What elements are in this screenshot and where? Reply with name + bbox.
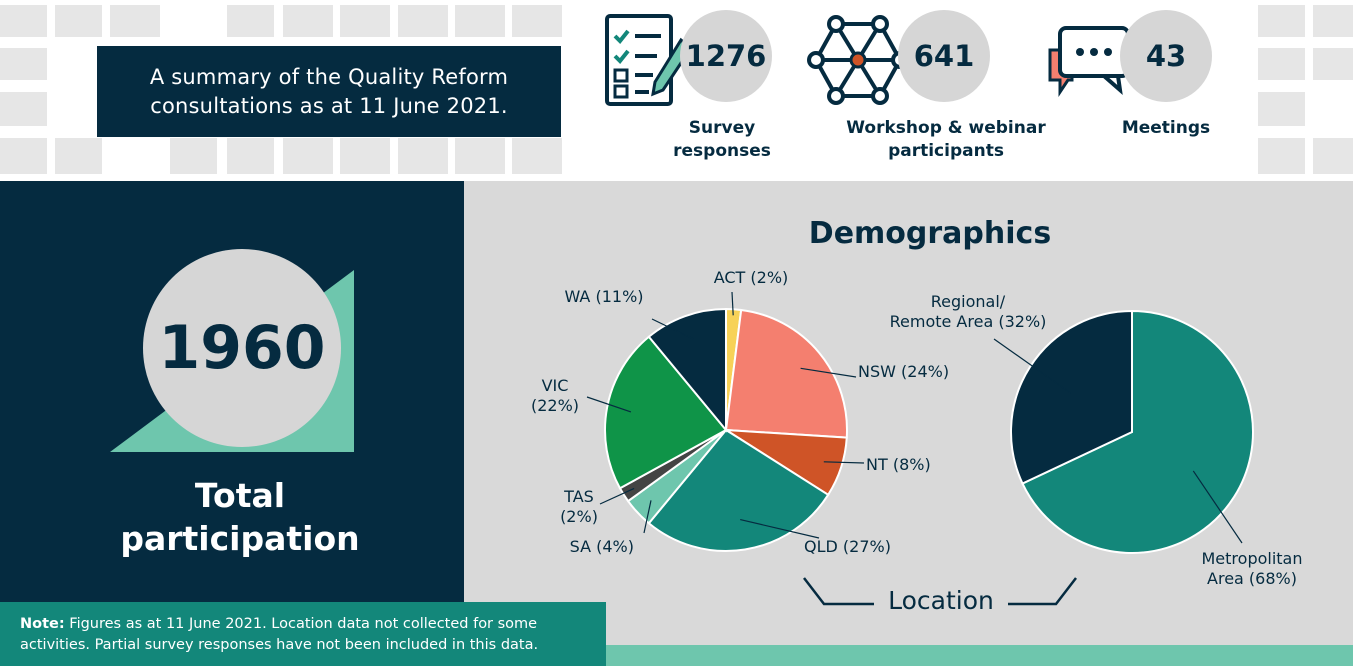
network-icon [807, 15, 909, 105]
decor-tile [283, 138, 333, 174]
decor-tile [455, 138, 505, 174]
decor-tile [283, 5, 333, 37]
decor-tile [0, 138, 47, 174]
decor-tile [1258, 92, 1305, 126]
decor-tile [398, 138, 448, 174]
slice-label-vic: VIC (22%) [531, 376, 579, 415]
slice-label-regional-remote-area: Regional/Remote Area (32%) [890, 292, 1047, 331]
slice-labels: ACT (2%) NSW (24%) NT (8%) QLD (27%) SA (4%)… [531, 268, 1303, 588]
decor-stripe [606, 645, 1353, 666]
decor-tile [110, 5, 160, 37]
leader-line-act [731, 291, 734, 316]
summary-text: A summary of the Quality Reform consulta… [97, 46, 561, 137]
slice-label-sa: SA (4%) [570, 537, 634, 556]
decor-tile [170, 138, 217, 174]
decor-tile [227, 5, 274, 37]
decor-tile [512, 5, 562, 37]
leader-line-wa [651, 318, 694, 340]
slice-label-tas: TAS (2%) [560, 487, 598, 526]
pie-slice-nsw [724, 308, 848, 439]
workshop-label: Workshop & webinar participants [846, 118, 1046, 161]
location-pie [1010, 309, 1255, 554]
slice-label-nt: NT (8%) [866, 455, 931, 474]
demographics-charts: ACT (2%) NSW (24%) NT (8%) QLD (27%) SA (4%)… [531, 268, 1303, 606]
leader-line-nsw [800, 367, 857, 378]
workshop-count: 641 [898, 10, 990, 102]
decor-tile [0, 5, 47, 37]
decor-tile [340, 138, 390, 174]
decor-tile [1313, 138, 1353, 174]
pie-slice-wa [647, 307, 727, 433]
meetings-label: Meetings [1121, 118, 1211, 138]
decor-tile [340, 5, 390, 37]
state-pie [604, 307, 848, 552]
note-text: Figures as at 11 June 2021. Location dat… [20, 616, 539, 653]
slice-label-qld: QLD (27%) [804, 537, 891, 556]
pie-slice-metropolitan-area [1021, 309, 1255, 554]
leader-line-metropolitan-area [1192, 470, 1243, 544]
decor-tile [455, 5, 505, 37]
total-count: 1960 [143, 249, 341, 447]
total-label: Total participation [120, 476, 360, 558]
decor-tile [1258, 48, 1305, 80]
slice-label-wa: WA (11%) [564, 287, 643, 306]
note-prefix: Note: [20, 616, 65, 632]
decor-tile [55, 138, 102, 174]
pie-slice-qld [647, 428, 830, 552]
decor-tile [0, 92, 47, 126]
footnote: Note: Figures as at 11 June 2021. Locati… [0, 602, 606, 666]
decor-tile [1313, 48, 1353, 80]
location-bracket-left [803, 577, 874, 606]
decor-tile [1313, 5, 1353, 37]
location-bracket-right [1008, 577, 1077, 606]
survey-label: Survey responses [673, 118, 771, 161]
leader-line-tas [599, 487, 635, 505]
survey-count: 1276 [680, 10, 772, 102]
leader-line-vic [586, 396, 632, 413]
location-label: Location [888, 586, 994, 615]
pie-slice-vic [604, 335, 728, 490]
slice-label-nsw: NSW (24%) [858, 362, 949, 381]
decor-tile [0, 48, 47, 80]
decor-tile [227, 138, 274, 174]
leader-line-nt [823, 461, 865, 464]
decor-tile [1258, 138, 1305, 174]
decor-tile [398, 5, 448, 37]
decor-tile [55, 5, 102, 37]
decor-tile [512, 138, 562, 174]
pie-slice-regional-remote-area [1010, 309, 1133, 485]
slice-label-act: ACT (2%) [714, 268, 789, 287]
chart-title: Demographics [808, 216, 1052, 251]
leader-line-sa [643, 500, 652, 534]
speech-bubbles-icon [1048, 26, 1130, 97]
label-leaders [586, 291, 1243, 544]
meetings-count: 43 [1120, 10, 1212, 102]
decor-tile [1258, 5, 1305, 37]
leader-line-qld [740, 519, 820, 539]
slice-label-metropolitan-area: Metropolitan Area (68%) [1202, 549, 1303, 588]
leader-line-regional-remote-area [993, 338, 1072, 394]
